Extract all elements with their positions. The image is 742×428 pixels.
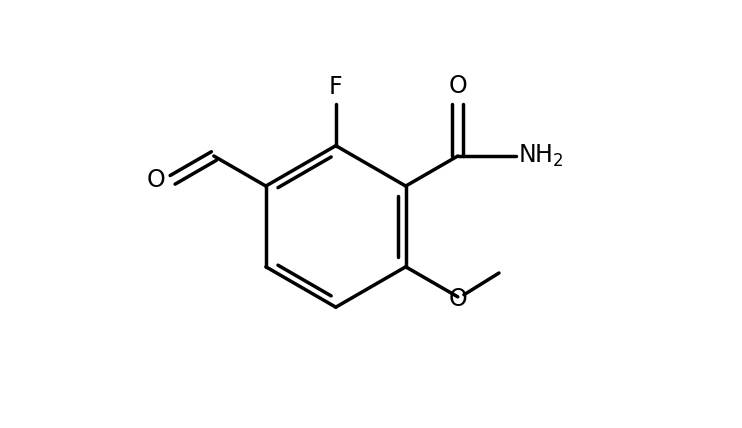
Text: O: O [146,168,165,192]
Text: NH$_2$: NH$_2$ [518,143,563,169]
Text: O: O [448,287,467,311]
Text: O: O [448,74,467,98]
Text: F: F [329,75,343,99]
